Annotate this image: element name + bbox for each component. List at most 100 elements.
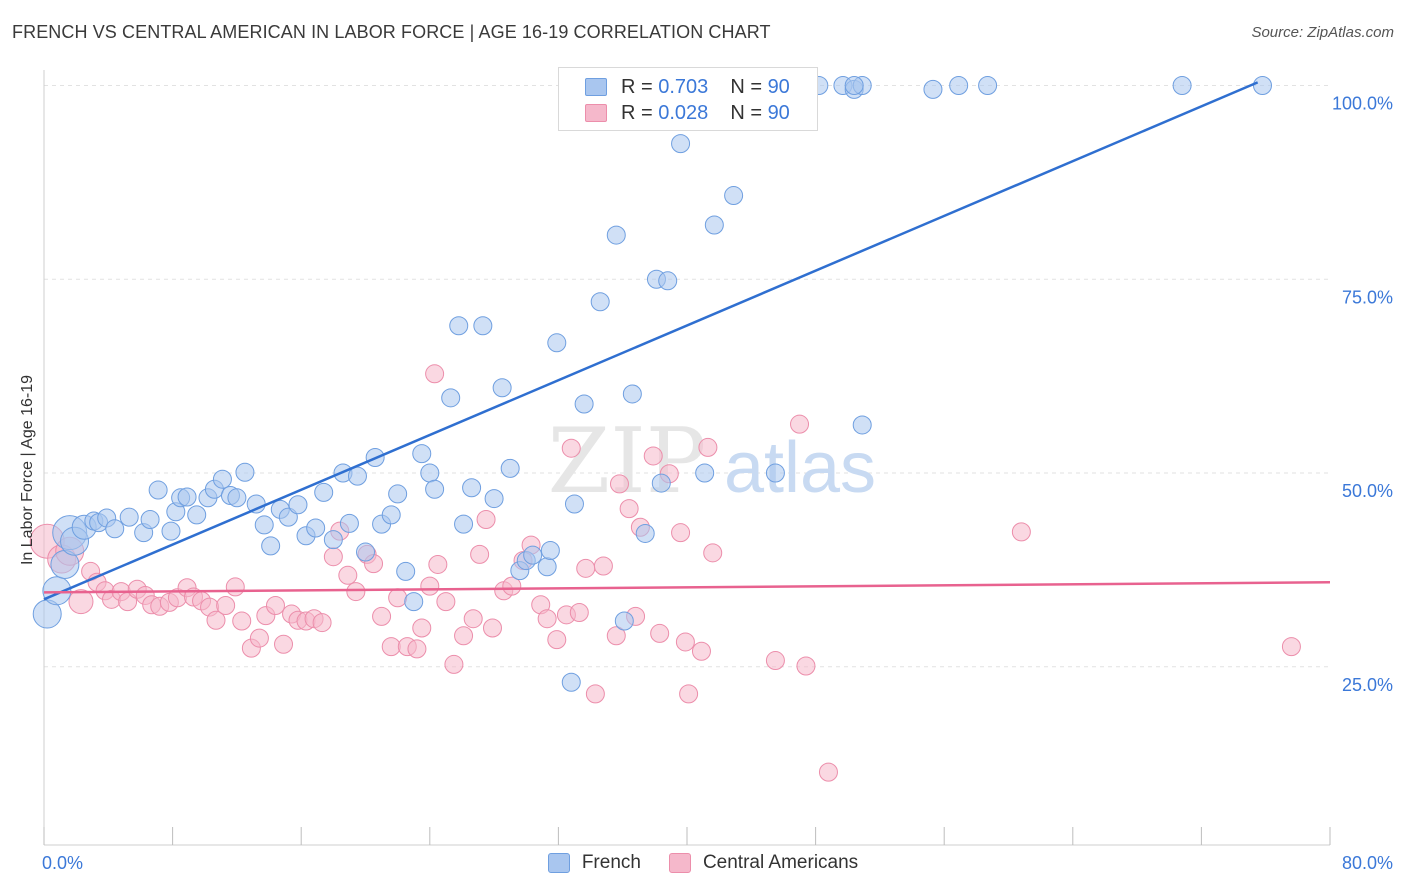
french-point: [212, 469, 232, 489]
french-point: [339, 513, 359, 533]
r-label: R =: [621, 75, 653, 98]
french-point: [1252, 76, 1272, 95]
central-americans-point: [381, 637, 401, 657]
central-americans-point: [585, 684, 605, 704]
central-americans-point: [609, 474, 629, 494]
legend-item-central: Central Americans: [668, 852, 859, 874]
french-point: [161, 521, 181, 541]
central-americans-point: [703, 543, 723, 563]
r-value: 0.703: [658, 75, 709, 98]
central-americans-point: [420, 576, 440, 596]
x-tick-label-min: 0.0%: [42, 853, 83, 873]
french-point: [449, 316, 469, 336]
french-point: [574, 394, 594, 414]
french-point: [454, 514, 474, 534]
central-americans-point: [454, 626, 474, 646]
french-point: [537, 557, 557, 577]
x-tick-label-max: 80.0%: [1342, 853, 1393, 873]
central-americans-point: [561, 438, 581, 458]
french-point: [323, 530, 343, 550]
french-point: [425, 479, 445, 499]
central-americans-point: [671, 523, 691, 543]
central-americans-point: [265, 596, 285, 616]
central-americans-point: [407, 639, 427, 659]
axes: [43, 70, 1331, 846]
y-axis-label: In Labor Force | Age 16-19: [19, 374, 36, 566]
french-point: [473, 316, 493, 336]
french-point: [119, 507, 139, 527]
r-label: R =: [621, 101, 653, 124]
french-point: [606, 225, 626, 245]
french-point: [314, 482, 334, 502]
central-americans-point: [679, 684, 699, 704]
french-point: [695, 463, 715, 483]
french-point: [547, 333, 567, 353]
central-americans-point: [547, 630, 567, 650]
central-americans-point: [1281, 637, 1301, 657]
y-tick-label: 50.0%: [1342, 481, 1393, 501]
french-point: [396, 561, 416, 581]
central-americans-point: [606, 626, 626, 646]
french-point: [561, 672, 581, 692]
french-point: [540, 541, 560, 560]
french-point: [254, 515, 274, 535]
french-points: [32, 76, 1272, 692]
trend-lines: [43, 81, 1331, 601]
french-point: [564, 494, 584, 514]
central-americans-point: [593, 556, 613, 576]
central-americans-point: [818, 762, 838, 782]
central-americans-point: [323, 547, 343, 567]
central-americans-point: [346, 582, 366, 602]
french-point: [671, 134, 691, 154]
french-point: [235, 462, 255, 482]
central-americans-point: [425, 364, 445, 384]
legend-label: French: [581, 852, 641, 873]
french-point: [148, 480, 168, 500]
french-point: [484, 489, 504, 509]
french-trend-line: [43, 81, 1259, 601]
french-point: [177, 487, 197, 507]
central-americans-point: [643, 446, 663, 466]
central-americans-point: [463, 609, 483, 629]
correlation-legend: R = 0.703 N = 90 R = 0.028 N = 90: [558, 67, 818, 131]
french-point: [978, 76, 998, 95]
central-americans-trend-line: [43, 581, 1331, 594]
legend-row-central: R = 0.028 N = 90: [585, 101, 790, 125]
french-point: [635, 523, 655, 543]
french-point: [105, 519, 125, 539]
french-point: [441, 388, 461, 408]
central-americans-point: [675, 632, 695, 652]
central-americans-point: [444, 654, 464, 674]
legend-row-french: R = 0.703 N = 90: [585, 75, 790, 99]
french-point: [412, 444, 432, 464]
french-point: [923, 79, 943, 99]
central-americans-point: [765, 651, 785, 671]
legend-swatch-central: [585, 104, 607, 122]
n-label: N =: [730, 75, 762, 98]
y-tick-label: 25.0%: [1342, 675, 1393, 695]
french-point: [356, 542, 375, 562]
central-americans-point: [470, 544, 490, 564]
central-americans-point: [274, 634, 294, 654]
legend-item-french: French: [547, 852, 641, 874]
french-point: [765, 463, 785, 483]
french-point: [381, 505, 401, 525]
series-legend: French Central Americans: [0, 852, 1406, 874]
central-americans-point: [569, 603, 589, 622]
central-americans-point: [372, 606, 392, 626]
french-point: [306, 518, 326, 538]
french-point: [227, 488, 247, 508]
central-americans-point: [537, 609, 557, 629]
central-americans-point: [436, 592, 456, 612]
french-point: [420, 463, 440, 483]
central-americans-point: [502, 576, 522, 596]
french-point: [622, 384, 642, 404]
french-point: [500, 458, 520, 478]
french-point: [704, 215, 724, 235]
legend-label: Central Americans: [702, 852, 859, 873]
r-value: 0.028: [658, 101, 709, 124]
central-americans-point: [576, 558, 596, 578]
central-americans-point: [428, 554, 448, 574]
french-point: [462, 478, 482, 498]
y-tick-label: 100.0%: [1332, 94, 1393, 114]
